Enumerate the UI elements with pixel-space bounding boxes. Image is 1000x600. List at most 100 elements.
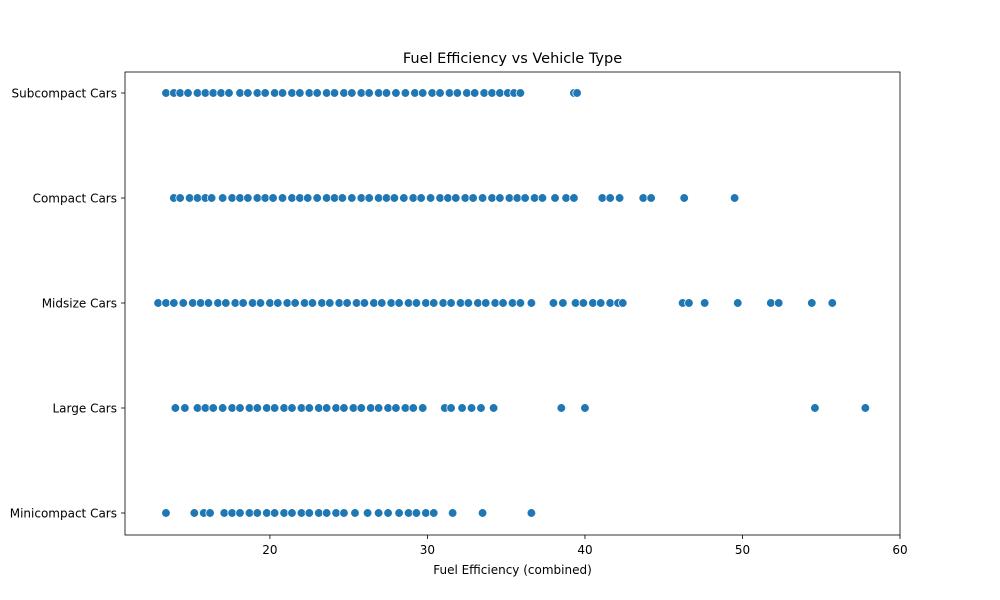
data-point [457, 403, 467, 413]
data-point [447, 508, 458, 518]
data-point [403, 508, 414, 518]
data-point [262, 508, 272, 518]
data-point [733, 298, 743, 308]
data-point [507, 298, 518, 308]
data-point [684, 298, 694, 308]
data-point [321, 508, 332, 518]
data-point [356, 403, 366, 413]
data-point [314, 508, 324, 518]
y-tick-label: Subcompact Cars [12, 87, 117, 101]
data-point [227, 403, 237, 413]
data-point [827, 298, 837, 308]
data-point [221, 298, 231, 308]
data-point [537, 193, 548, 203]
data-point [192, 88, 203, 98]
data-point [481, 298, 491, 308]
data-point [588, 298, 598, 308]
data-point [206, 193, 217, 203]
data-point [296, 508, 307, 518]
data-point [175, 88, 185, 98]
data-point [487, 193, 497, 203]
data-point [262, 403, 272, 413]
data-point [219, 508, 229, 518]
data-point [183, 88, 193, 98]
data-point [359, 298, 370, 308]
data-point [444, 88, 455, 98]
data-point [235, 88, 245, 98]
data-point [200, 88, 210, 98]
data-point [347, 193, 357, 203]
data-point [153, 298, 163, 308]
data-point [362, 508, 373, 518]
data-point [273, 298, 283, 308]
data-point [331, 403, 341, 413]
data-point [411, 508, 422, 518]
data-point [487, 88, 497, 98]
data-point [377, 298, 387, 308]
data-point [526, 508, 537, 518]
data-point [429, 298, 439, 308]
data-point [243, 193, 253, 203]
data-point [614, 193, 625, 203]
data-point [605, 298, 615, 308]
data-point [556, 403, 566, 413]
data-point [161, 508, 171, 518]
data-point [446, 403, 456, 413]
data-point [277, 88, 288, 98]
data-point [383, 508, 393, 518]
data-point [515, 298, 526, 308]
data-point [282, 298, 292, 308]
data-point [394, 298, 404, 308]
data-point [295, 193, 305, 203]
data-point [208, 88, 218, 98]
data-point [373, 88, 384, 98]
data-point [526, 298, 537, 308]
data-point [208, 403, 218, 413]
data-point [394, 508, 404, 518]
data-point [252, 508, 262, 518]
data-point [411, 298, 422, 308]
data-point [265, 298, 275, 308]
data-point [369, 298, 379, 308]
data-point [351, 298, 362, 308]
data-point [195, 298, 206, 308]
data-point [203, 298, 214, 308]
data-point [572, 88, 582, 98]
data-point [317, 298, 327, 308]
data-point [418, 403, 428, 413]
data-point [339, 403, 349, 413]
data-point [729, 193, 740, 203]
data-point [774, 298, 784, 308]
data-point [860, 403, 870, 413]
data-point [477, 508, 488, 518]
data-point [391, 88, 401, 98]
data-point [425, 193, 436, 203]
data-point [287, 193, 297, 203]
x-tick-label: 60 [892, 543, 907, 557]
data-point [403, 298, 414, 308]
data-point [488, 403, 499, 413]
data-point [243, 88, 253, 98]
data-point [287, 403, 297, 413]
data-point [381, 88, 392, 98]
data-point [429, 508, 439, 518]
data-point [548, 298, 559, 308]
y-tick-label: Large Cars [53, 402, 118, 416]
data-point [192, 193, 203, 203]
data-point [462, 88, 472, 98]
y-tick-label: Midsize Cars [42, 297, 117, 311]
data-point [169, 298, 179, 308]
data-point [438, 298, 448, 308]
data-point [418, 88, 428, 98]
data-point [184, 193, 195, 203]
data-point [227, 508, 237, 518]
data-point [287, 88, 297, 98]
points-layer [153, 88, 870, 518]
data-point [269, 88, 280, 98]
data-point [339, 508, 349, 518]
data-point [252, 403, 262, 413]
data-point [356, 193, 366, 203]
data-point [364, 88, 374, 98]
data-point [446, 298, 456, 308]
data-point [364, 193, 374, 203]
